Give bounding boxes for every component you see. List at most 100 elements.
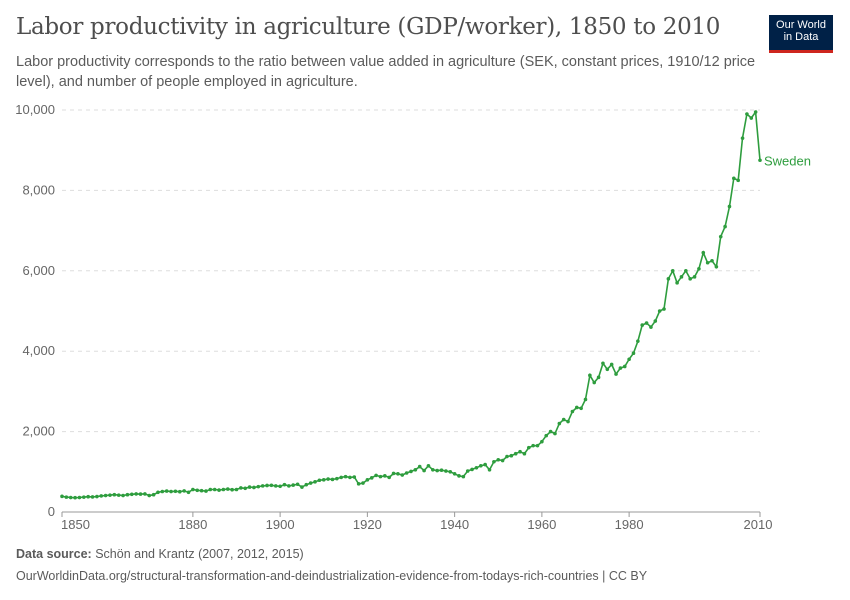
data-point [492, 459, 496, 464]
data-point [82, 495, 86, 499]
source-text[interactable]: Schön and Krantz (2007, 2012, 2015) [95, 547, 304, 561]
data-point [631, 351, 636, 356]
data-point [605, 367, 610, 372]
data-point [374, 473, 378, 478]
data-point [601, 361, 605, 366]
data-point [692, 275, 697, 279]
data-point [596, 375, 601, 380]
data-point [417, 464, 422, 469]
data-point [561, 417, 566, 422]
data-point [343, 474, 348, 479]
data-point [723, 224, 727, 229]
data-point [160, 489, 165, 494]
data-point [710, 258, 714, 263]
data-point [151, 492, 156, 497]
data-point [588, 373, 592, 378]
data-point [125, 492, 130, 497]
data-point [212, 487, 217, 492]
data-point [295, 482, 300, 487]
data-point [73, 495, 77, 500]
data-point [321, 478, 326, 482]
data-point [217, 488, 221, 492]
data-point [745, 112, 749, 116]
data-point [548, 429, 553, 434]
data-point [553, 431, 557, 436]
data-point [121, 493, 125, 498]
x-tick-label: 1980 [615, 517, 644, 532]
data-point [68, 495, 73, 500]
data-point [77, 495, 82, 500]
data-point [173, 489, 178, 494]
data-point [435, 468, 439, 473]
data-point [531, 443, 535, 448]
data-point [736, 178, 740, 183]
data-point [221, 487, 226, 492]
data-point [670, 269, 675, 273]
data-point [404, 471, 409, 475]
owid-logo[interactable]: Our World in Data [769, 15, 833, 53]
source-url[interactable]: OurWorldinData.org/structural-transforma… [16, 569, 648, 583]
data-point [675, 281, 679, 285]
data-point [195, 488, 200, 493]
x-tick-label: 1940 [440, 517, 469, 532]
data-point [86, 494, 90, 499]
data-point [483, 462, 487, 467]
data-point [164, 489, 169, 493]
data-point [461, 474, 466, 479]
y-tick-label: 0 [48, 504, 55, 519]
data-point [169, 489, 173, 494]
data-point [727, 204, 732, 209]
data-point [657, 309, 662, 313]
data-point [566, 419, 570, 424]
data-point [535, 443, 540, 448]
data-point [273, 484, 278, 488]
data-point [422, 468, 426, 473]
logo-line-1: Our World [776, 19, 826, 31]
data-point [684, 269, 688, 273]
data-point [592, 380, 597, 385]
y-tick-label: 4,000 [22, 343, 55, 358]
data-point [714, 264, 719, 269]
data-point [758, 158, 762, 163]
data-point [64, 495, 69, 499]
data-point [177, 489, 182, 494]
data-point [426, 463, 431, 468]
data-point [509, 453, 514, 458]
data-point [156, 490, 160, 495]
data-point [618, 366, 623, 370]
data-point [317, 478, 322, 483]
data-point [570, 409, 575, 414]
data-point [60, 494, 64, 499]
data-point [339, 475, 344, 480]
data-point [378, 474, 383, 479]
data-point [749, 116, 754, 120]
data-point [452, 472, 457, 476]
data-point [247, 485, 252, 489]
data-point [134, 492, 138, 496]
data-point [147, 493, 152, 498]
data-point [335, 476, 339, 481]
data-point [348, 475, 352, 480]
data-point [225, 487, 230, 491]
data-point [291, 483, 296, 487]
y-tick-label: 6,000 [22, 263, 55, 278]
x-tick-label: 1960 [527, 517, 556, 532]
data-point [413, 467, 418, 472]
data-point [740, 136, 745, 140]
data-point [265, 483, 269, 488]
data-point [204, 489, 208, 493]
series-label: Sweden [764, 153, 811, 168]
data-point [387, 475, 391, 480]
data-point [557, 421, 562, 426]
data-point [103, 493, 108, 498]
source-label: Data source: [16, 547, 92, 561]
x-tick-label: 2010 [744, 517, 773, 532]
data-point [526, 445, 531, 450]
data-point [396, 472, 400, 476]
data-point [130, 492, 134, 497]
data-point [513, 451, 518, 456]
data-point [361, 481, 365, 485]
data-point [138, 492, 143, 496]
